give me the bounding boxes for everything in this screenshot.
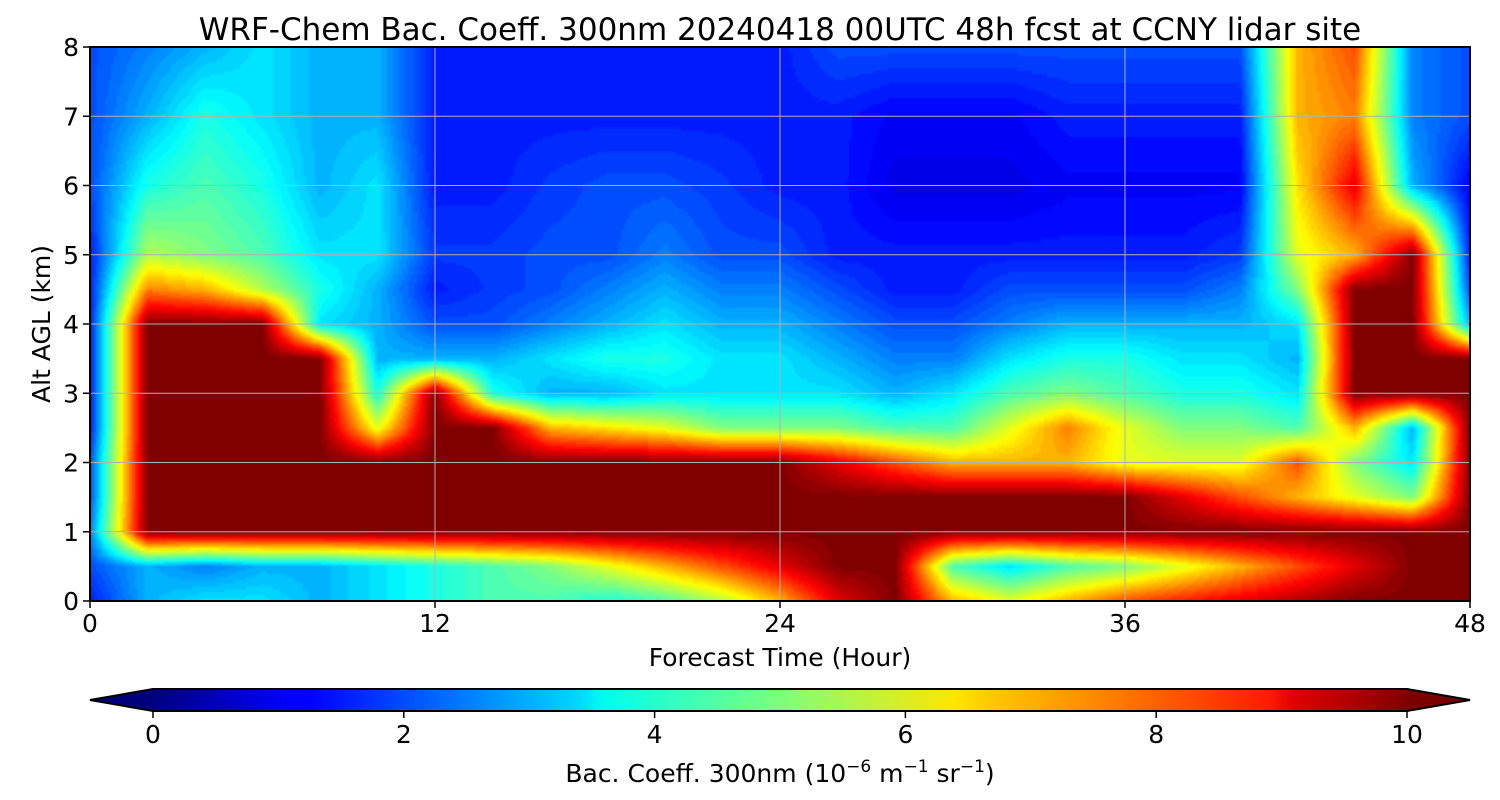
x-tick-label: 12 <box>419 609 451 638</box>
y-axis-label: Alt AGL (km) <box>27 245 56 403</box>
colorbar-extend-max <box>1407 689 1470 711</box>
x-tick-label: 0 <box>82 609 98 638</box>
x-axis-ticks: 0 12 24 36 48 <box>82 601 1486 638</box>
colorbar-tick-label: 6 <box>897 720 913 749</box>
colorbar-tick-label: 8 <box>1148 720 1164 749</box>
colorbar-tick-label: 2 <box>396 720 412 749</box>
x-tick-label: 48 <box>1454 609 1486 638</box>
colorbar-label-mid2: sr <box>929 759 961 788</box>
colorbar-label-exp1: −6 <box>846 757 871 777</box>
y-tick-label: 2 <box>63 449 79 478</box>
colorbar-tick-label: 10 <box>1391 720 1423 749</box>
x-tick-label: 24 <box>764 609 796 638</box>
colorbar-ticks: 0 2 4 6 8 10 <box>145 711 1423 749</box>
x-axis-label: Forecast Time (Hour) <box>649 643 912 672</box>
colorbar-label-exp3: −1 <box>960 757 985 777</box>
colorbar-label-exp2: −1 <box>904 757 929 777</box>
y-axis-ticks: 0 1 2 3 4 5 6 7 8 <box>63 33 90 616</box>
colorbar-extend-min <box>90 689 153 711</box>
y-tick-label: 0 <box>63 587 79 616</box>
colorbar-tick-label: 4 <box>647 720 663 749</box>
colorbar: 0 2 4 6 8 10 <box>89 688 1471 749</box>
x-tick-label: 36 <box>1109 609 1141 638</box>
colorbar-label-mid: m <box>871 759 903 788</box>
y-tick-label: 7 <box>63 102 79 131</box>
colorbar-gradient <box>153 689 1407 711</box>
colorbar-tick-label: 0 <box>145 720 161 749</box>
colorbar-label: Bac. Coeff. 300nm (10−6 m−1 sr−1) <box>565 757 994 788</box>
y-tick-label: 1 <box>63 518 79 547</box>
y-tick-label: 8 <box>63 33 79 62</box>
chart-title: WRF-Chem Bac. Coeff. 300nm 20240418 00UT… <box>199 12 1362 48</box>
y-tick-label: 3 <box>63 379 79 408</box>
colorbar-label-end: ) <box>985 759 995 788</box>
y-tick-label: 4 <box>63 310 79 339</box>
y-tick-label: 5 <box>63 241 79 270</box>
colorbar-label-main: Bac. Coeff. 300nm (10 <box>565 759 846 788</box>
y-tick-label: 6 <box>63 172 79 201</box>
